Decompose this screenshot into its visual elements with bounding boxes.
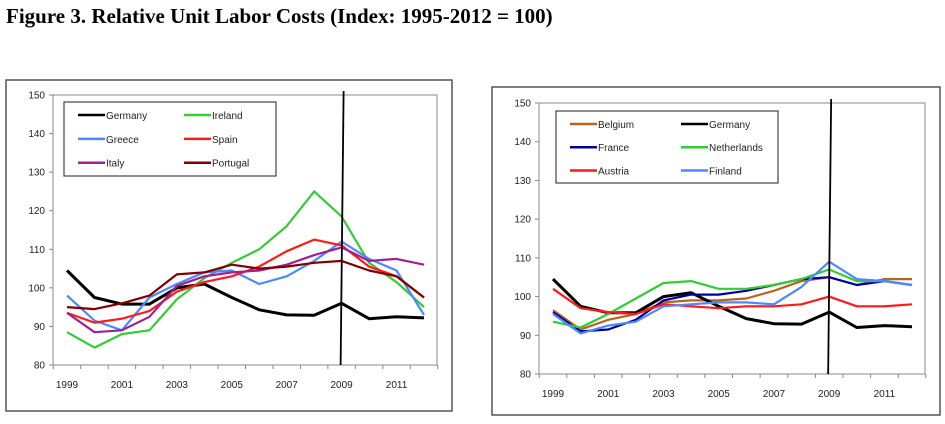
legend-label-finland: Finland	[709, 166, 742, 177]
y-tick-label: 110	[29, 245, 45, 256]
y-tick-label: 150	[514, 99, 531, 110]
x-tick-label: 2001	[597, 389, 620, 400]
series-line-greece	[66, 240, 425, 332]
legend-label-germany: Germany	[106, 111, 147, 122]
y-tick-label: 80	[520, 370, 532, 381]
legend: Belgium Germany France Netherlands Austria Fi…	[555, 110, 779, 184]
x-tick-label: 2003	[166, 380, 189, 391]
y-tick-label: 130	[28, 168, 45, 179]
legend-label-belgium: Belgium	[598, 120, 634, 131]
series-line-austria	[552, 287, 913, 316]
series-line-finland	[552, 260, 913, 335]
legend-label-italy: Italy	[106, 159, 124, 170]
y-tick-label: 140	[514, 137, 531, 148]
x-tick-label: 2003	[652, 389, 675, 400]
y-tick-label: 130	[514, 176, 531, 187]
y-tick-label: 140	[28, 129, 45, 140]
x-tick-label: 2011	[386, 380, 408, 391]
legend-label-germany: Germany	[709, 120, 750, 131]
y-tick-label: 120	[514, 215, 531, 226]
x-tick-label: 2007	[763, 389, 786, 400]
legend-label-portugal: Portugal	[212, 159, 249, 170]
series-line-germany	[65, 269, 425, 321]
x-tick-label: 1999	[542, 389, 565, 400]
x-tick-label: 2009	[330, 380, 353, 391]
y-tick-label: 100	[28, 283, 45, 294]
x-tick-label: 2005	[221, 380, 244, 391]
vertical-marker-2009	[339, 90, 345, 366]
legend: Germany Ireland Greece Spain Italy Portugal	[63, 101, 277, 177]
x-tick-label: 2007	[276, 380, 299, 391]
x-tick-label: 1999	[56, 380, 79, 391]
legend-label-austria: Austria	[598, 166, 630, 177]
y-tick-label: 90	[520, 331, 532, 342]
y-tick-label: 120	[28, 206, 45, 217]
series-line-france	[552, 276, 913, 333]
legend-label-netherlands: Netherlands	[709, 143, 763, 154]
x-tick-label: 2011	[874, 389, 896, 400]
chart-1: 80 90 100 110 120 130 140 150 1999 2001 2003 2005 20…	[5, 79, 453, 412]
y-tick-label: 90	[34, 322, 46, 333]
figure-title: Figure 3. Relative Unit Labor Costs (Ind…	[6, 4, 553, 28]
series-line-italy	[66, 246, 425, 334]
vertical-marker-2009	[827, 98, 833, 375]
chart-2: 80 90 100 110 120 130 140 150 1999 2001 2003 2005 20…	[491, 86, 941, 416]
legend-label-ireland: Ireland	[212, 111, 243, 122]
y-tick-label: 80	[34, 361, 46, 372]
y-tick-label: 150	[28, 91, 45, 102]
legend-label-france: France	[598, 143, 630, 154]
series-line-portugal	[66, 259, 425, 311]
x-tick-label: 2009	[818, 389, 841, 400]
y-tick-label: 110	[515, 253, 531, 264]
legend-label-greece: Greece	[106, 135, 139, 146]
x-tick-label: 2005	[708, 389, 731, 400]
x-tick-label: 2001	[111, 380, 134, 391]
y-tick-label: 100	[514, 292, 531, 303]
legend-label-spain: Spain	[212, 135, 238, 146]
